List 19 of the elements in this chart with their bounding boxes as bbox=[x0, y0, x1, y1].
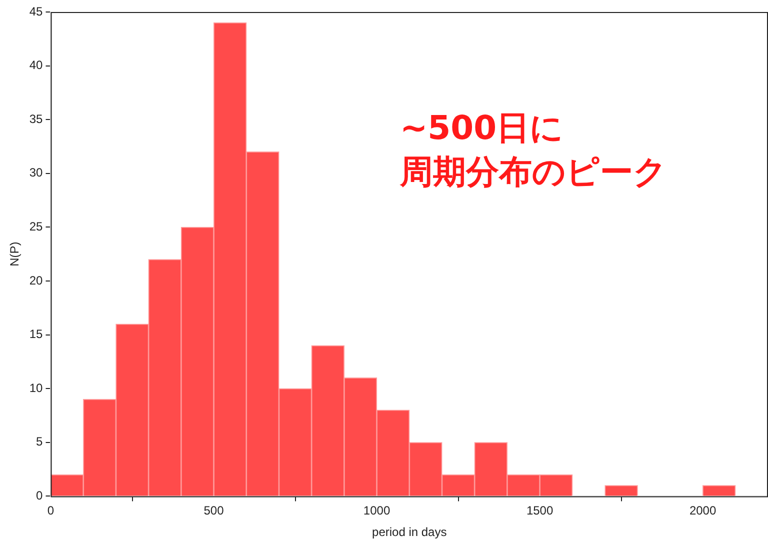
y-tick-label: 5 bbox=[36, 434, 44, 449]
annotation: ~500日に bbox=[400, 108, 564, 148]
y-tick-label: 10 bbox=[29, 380, 44, 395]
y-tick-label: 45 bbox=[29, 4, 44, 18]
y-tick-label: 15 bbox=[29, 327, 44, 342]
x-tick-label: 1500 bbox=[526, 504, 554, 518]
x-tick-label: 1000 bbox=[363, 504, 390, 518]
y-axis-title: N(P) bbox=[8, 242, 22, 266]
y-tick-label: 40 bbox=[29, 58, 44, 72]
x-tick-label: 500 bbox=[204, 504, 224, 518]
x-axis-title: period in days bbox=[372, 525, 447, 540]
y-tick-label: 0 bbox=[36, 488, 44, 503]
y-tick-label: 35 bbox=[29, 112, 44, 126]
y-tick-label: 30 bbox=[29, 166, 44, 180]
y-tick-label: 20 bbox=[29, 273, 44, 288]
x-tick-label: 0 bbox=[47, 504, 54, 518]
y-tick-label: 25 bbox=[29, 220, 44, 234]
x-tick-label: 2000 bbox=[689, 504, 716, 518]
annotation: 周期分布のピーク bbox=[400, 152, 667, 192]
